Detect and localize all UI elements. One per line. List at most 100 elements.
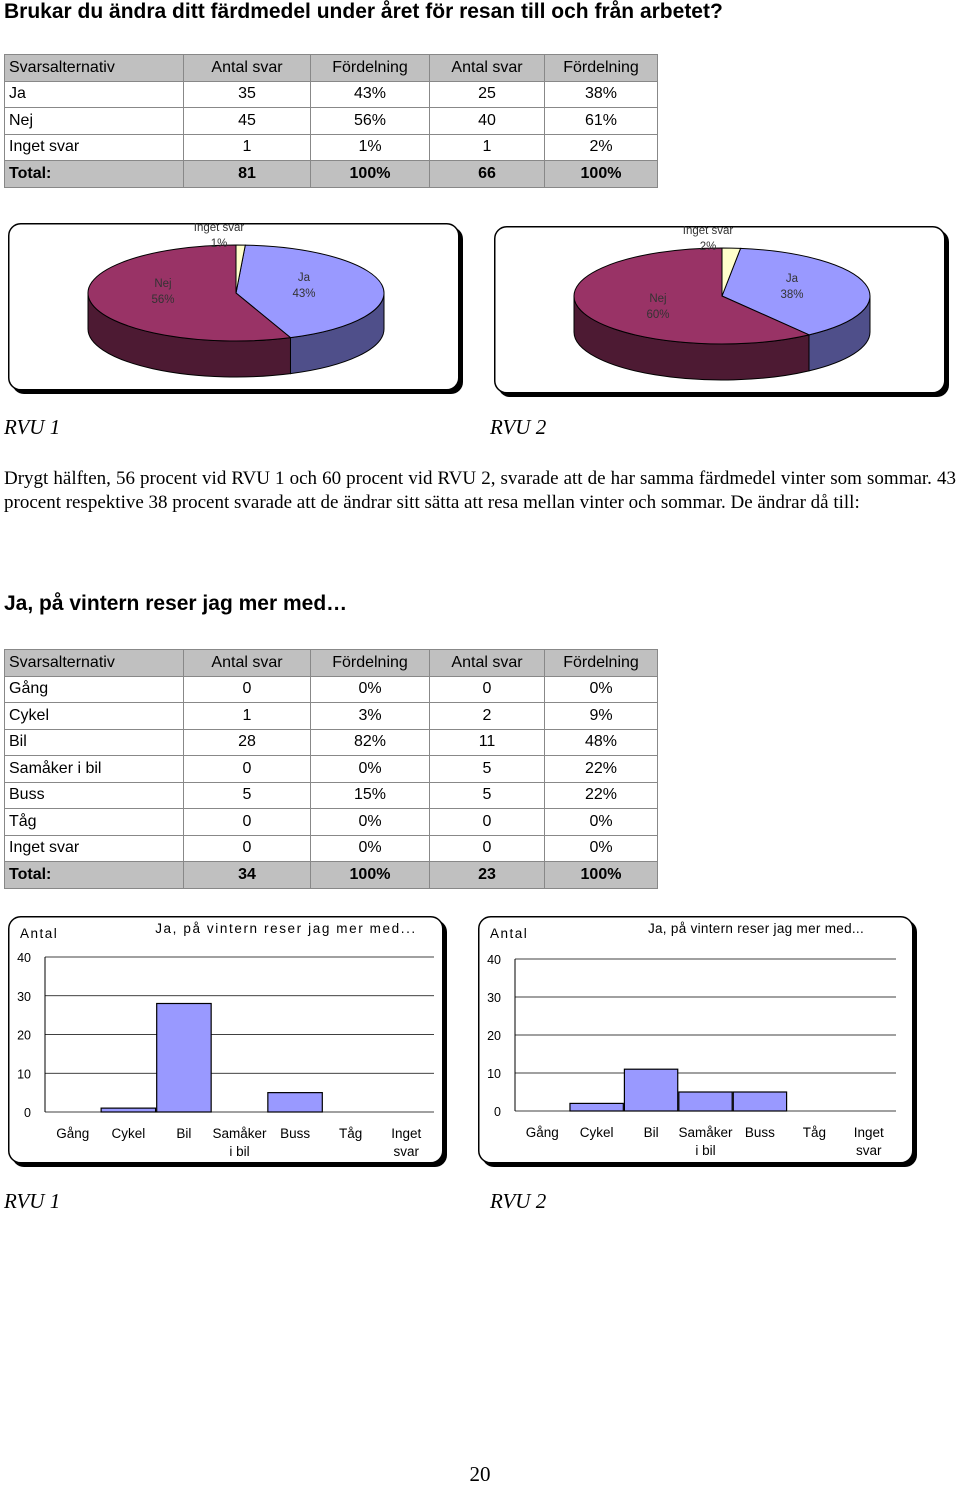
table-cell: 40 — [429, 107, 545, 135]
table-cell: 1 — [183, 702, 311, 730]
table-cell: 45 — [183, 107, 311, 135]
pie-pct-ja: 38% — [780, 289, 803, 301]
table-cell: Inget svar — [4, 834, 184, 862]
column-header: Antal svar — [429, 54, 545, 82]
table-cell: 15% — [310, 781, 430, 809]
pie-label-inget-svar: Inget svar — [194, 223, 245, 234]
pie-slice-ja — [235, 244, 385, 339]
table-cell: 0% — [310, 755, 430, 783]
table-cell: Cykel — [4, 702, 184, 730]
table-cell: 0 — [429, 675, 545, 703]
y-tick-label: 30 — [17, 990, 31, 1004]
bar — [100, 1107, 157, 1113]
section1-table: Svarsalternativ Antal svar Fördelning Antal… — [4, 54, 658, 188]
y-axis-label: Antal — [490, 926, 528, 941]
table-cell: 0 — [183, 755, 311, 783]
pie-slice-ja — [721, 247, 871, 336]
table-row: Bil 28 82% 11 48% — [4, 728, 658, 756]
pie-slice-nej — [87, 244, 292, 342]
table-total-row: Total: 34 100% 23 100% — [4, 861, 658, 889]
table-header-row: Svarsalternativ Antal svar Fördelning Antal… — [4, 649, 658, 677]
table-cell: 22% — [544, 781, 658, 809]
table-cell: Bil — [4, 728, 184, 756]
bar — [678, 1091, 733, 1112]
total-cell: 100% — [544, 160, 658, 188]
table-cell: Samåker i bil — [4, 755, 184, 783]
table-row: Cykel 1 3% 2 9% — [4, 702, 658, 730]
table-cell: 5 — [429, 781, 545, 809]
pie-label-nej: Nej — [649, 293, 666, 305]
total-cell: 66 — [429, 160, 545, 188]
x-tick-label: Buss — [280, 1126, 310, 1141]
x-tick-label: Tåg — [339, 1126, 362, 1141]
chart-frame — [8, 916, 444, 1164]
table-cell: 28 — [183, 728, 311, 756]
table-cell: 0 — [183, 808, 311, 836]
pie-slice-inget-svar — [235, 244, 246, 294]
table-row: Inget svar 0 0% 0 0% — [4, 834, 658, 862]
table-cell: Inget svar — [4, 133, 184, 161]
total-cell: 23 — [429, 861, 545, 889]
table-cell: 3% — [310, 702, 430, 730]
table-header-row: Svarsalternativ Antal svar Fördelning Antal… — [4, 54, 658, 82]
table-cell: 0% — [310, 675, 430, 703]
pie-caption-rvu2: RVU 2 — [490, 415, 547, 439]
x-tick-label: Gång — [526, 1125, 559, 1140]
table-cell: 48% — [544, 728, 658, 756]
table-row: Ja 35 43% 25 38% — [4, 80, 658, 108]
column-header: Antal svar — [429, 649, 545, 677]
x-tick-label: Tåg — [803, 1125, 826, 1140]
chart-title: Ja, på vintern reser jag mer med... — [648, 921, 864, 936]
table-cell: 2% — [544, 133, 658, 161]
bar-chart-rvu1: 0 10 20 30 40 Antal Ja, på vintern reser jag m… — [8, 916, 448, 1173]
x-tick-label: svar — [856, 1143, 882, 1158]
pie-chart-rvu1: Inget svar 1% Ja 43% Nej 56% — [8, 222, 464, 400]
section2-heading: Ja, på vintern reser jag mer med… — [4, 592, 348, 615]
x-tick-label: i bil — [229, 1144, 249, 1159]
table-cell: 82% — [310, 728, 430, 756]
column-header: Fördelning — [544, 649, 658, 677]
pie-slice-inget-svar — [721, 247, 742, 297]
table-cell: Nej — [4, 107, 184, 135]
table-cell: Ja — [4, 80, 184, 108]
table-cell: 11 — [429, 728, 545, 756]
pie-label-nej: Nej — [154, 278, 171, 290]
table-cell: Buss — [4, 781, 184, 809]
pie-pct-inget-svar: 2% — [700, 241, 717, 253]
table-cell: 2 — [429, 702, 545, 730]
column-header: Fördelning — [310, 54, 430, 82]
total-cell: 81 — [183, 160, 311, 188]
pie-label-inget-svar: Inget svar — [683, 226, 734, 237]
bar — [569, 1102, 624, 1112]
y-tick-label: 0 — [24, 1106, 31, 1120]
column-header: Fördelning — [544, 54, 658, 82]
pie-pct-ja: 43% — [292, 288, 315, 300]
y-tick-label: 40 — [487, 953, 501, 967]
x-tick-label: Cykel — [111, 1126, 145, 1141]
section1-heading: Brukar du ändra ditt färdmedel under åre… — [4, 0, 723, 23]
table-row: Nej 45 56% 40 61% — [4, 107, 658, 135]
table-total-row: Total: 81 100% 66 100% — [4, 160, 658, 188]
pie-slice-nej — [573, 247, 811, 345]
table-cell: 43% — [310, 80, 430, 108]
table-cell: 0% — [544, 808, 658, 836]
table-cell: 56% — [310, 107, 430, 135]
table-cell: 35 — [183, 80, 311, 108]
y-tick-label: 40 — [17, 951, 31, 965]
total-cell: 100% — [544, 861, 658, 889]
table-cell: Gång — [4, 675, 184, 703]
table-cell: Tåg — [4, 808, 184, 836]
table-cell: 0 — [183, 834, 311, 862]
bar — [732, 1091, 788, 1112]
x-tick-label: Cykel — [580, 1125, 614, 1140]
x-tick-label: svar — [393, 1144, 419, 1159]
x-tick-label: Bil — [644, 1125, 659, 1140]
table-row: Inget svar 1 1% 1 2% — [4, 133, 658, 161]
pie-label-ja: Ja — [298, 272, 311, 284]
table-cell: 0% — [544, 675, 658, 703]
bar — [623, 1068, 679, 1112]
column-header: Svarsalternativ — [4, 54, 184, 82]
table-cell: 0% — [310, 834, 430, 862]
pie-pct-inget-svar: 1% — [211, 238, 228, 250]
table-cell: 25 — [429, 80, 545, 108]
